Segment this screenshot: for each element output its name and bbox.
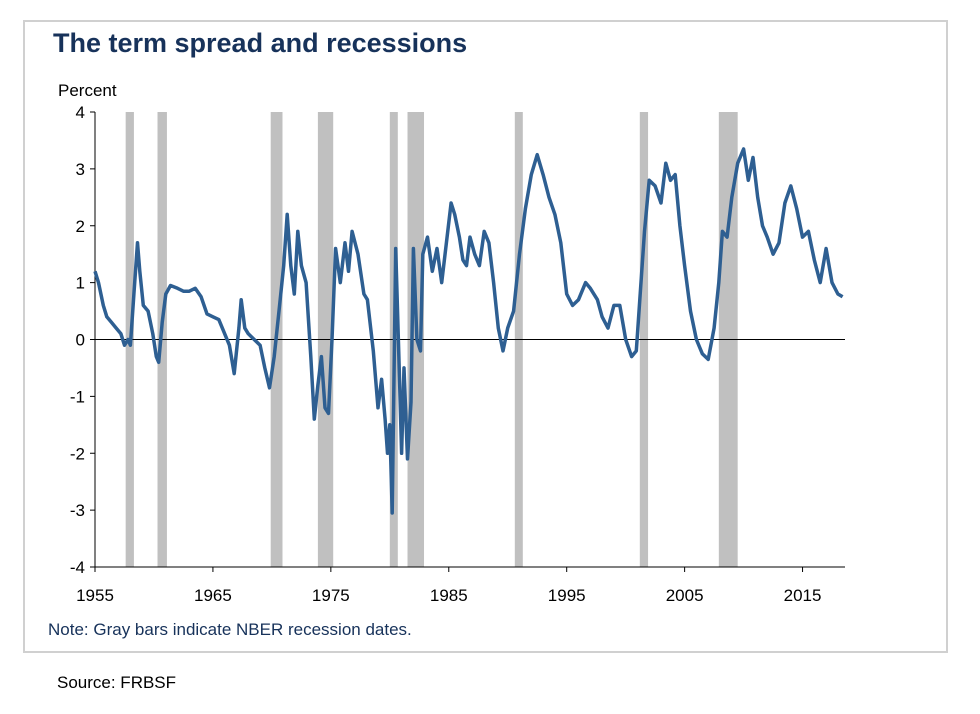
term-spread-line: [93, 147, 844, 515]
chart-title: The term spread and recessions: [53, 28, 468, 58]
x-tick-label: 2015: [784, 586, 822, 605]
x-tick-label: 1955: [76, 586, 114, 605]
x-tick-label: 2005: [666, 586, 704, 605]
y-tick-label: -4: [70, 558, 85, 577]
chart-note: Note: Gray bars indicate NBER recession …: [48, 620, 412, 639]
y-tick-label: -2: [70, 444, 85, 463]
y-tick-label: 0: [76, 331, 85, 350]
y-tick-label: 1: [76, 274, 85, 293]
chart-frame: [23, 20, 948, 653]
y-tick-label: 2: [76, 217, 85, 236]
x-tick-label: 1985: [430, 586, 468, 605]
source-label: Source: FRBSF: [57, 673, 177, 692]
y-tick-label: -3: [70, 501, 85, 520]
y-tick-label: -1: [70, 387, 85, 406]
y-tick-label: 4: [76, 103, 85, 122]
x-tick-label: 1975: [312, 586, 350, 605]
y-axis-label: Percent: [58, 81, 117, 100]
x-tick-label: 1995: [548, 586, 586, 605]
x-tick-label: 1965: [194, 586, 232, 605]
y-tick-label: 3: [76, 160, 85, 179]
